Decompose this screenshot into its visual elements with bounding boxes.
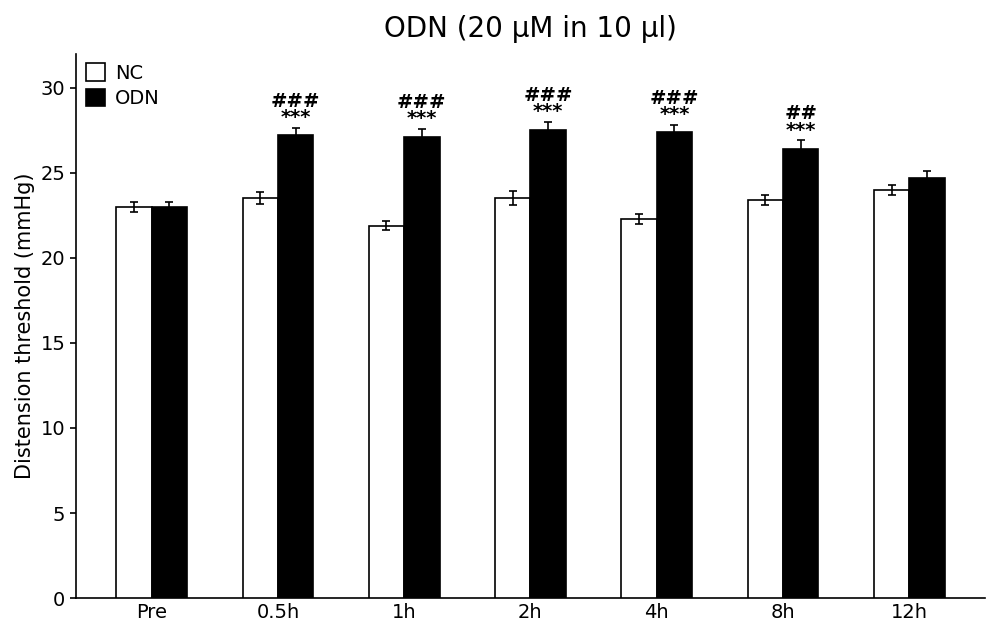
Text: ###: ###: [271, 92, 320, 111]
Text: ***: ***: [407, 109, 437, 127]
Text: ###: ###: [523, 86, 573, 104]
Bar: [152, 207, 187, 598]
Text: ###: ###: [650, 89, 699, 108]
Bar: [495, 198, 530, 598]
Title: ODN (20 μM in 10 μl): ODN (20 μM in 10 μl): [384, 15, 677, 43]
Text: ###: ###: [397, 92, 447, 111]
Text: ***: ***: [280, 108, 311, 127]
Bar: [909, 178, 945, 598]
Text: ***: ***: [659, 105, 690, 124]
Bar: [278, 135, 313, 598]
Y-axis label: Distension threshold (mmHg): Distension threshold (mmHg): [15, 173, 35, 479]
Bar: [243, 198, 278, 598]
Text: ***: ***: [533, 102, 563, 121]
Bar: [783, 149, 818, 598]
Bar: [530, 130, 566, 598]
Bar: [874, 190, 909, 598]
Bar: [657, 132, 692, 598]
Bar: [748, 200, 783, 598]
Bar: [621, 218, 657, 598]
Bar: [116, 207, 152, 598]
Text: ***: ***: [785, 120, 816, 140]
Bar: [369, 225, 404, 598]
Legend: NC, ODN: NC, ODN: [86, 64, 159, 108]
Text: ##: ##: [784, 104, 817, 124]
Bar: [404, 137, 440, 598]
